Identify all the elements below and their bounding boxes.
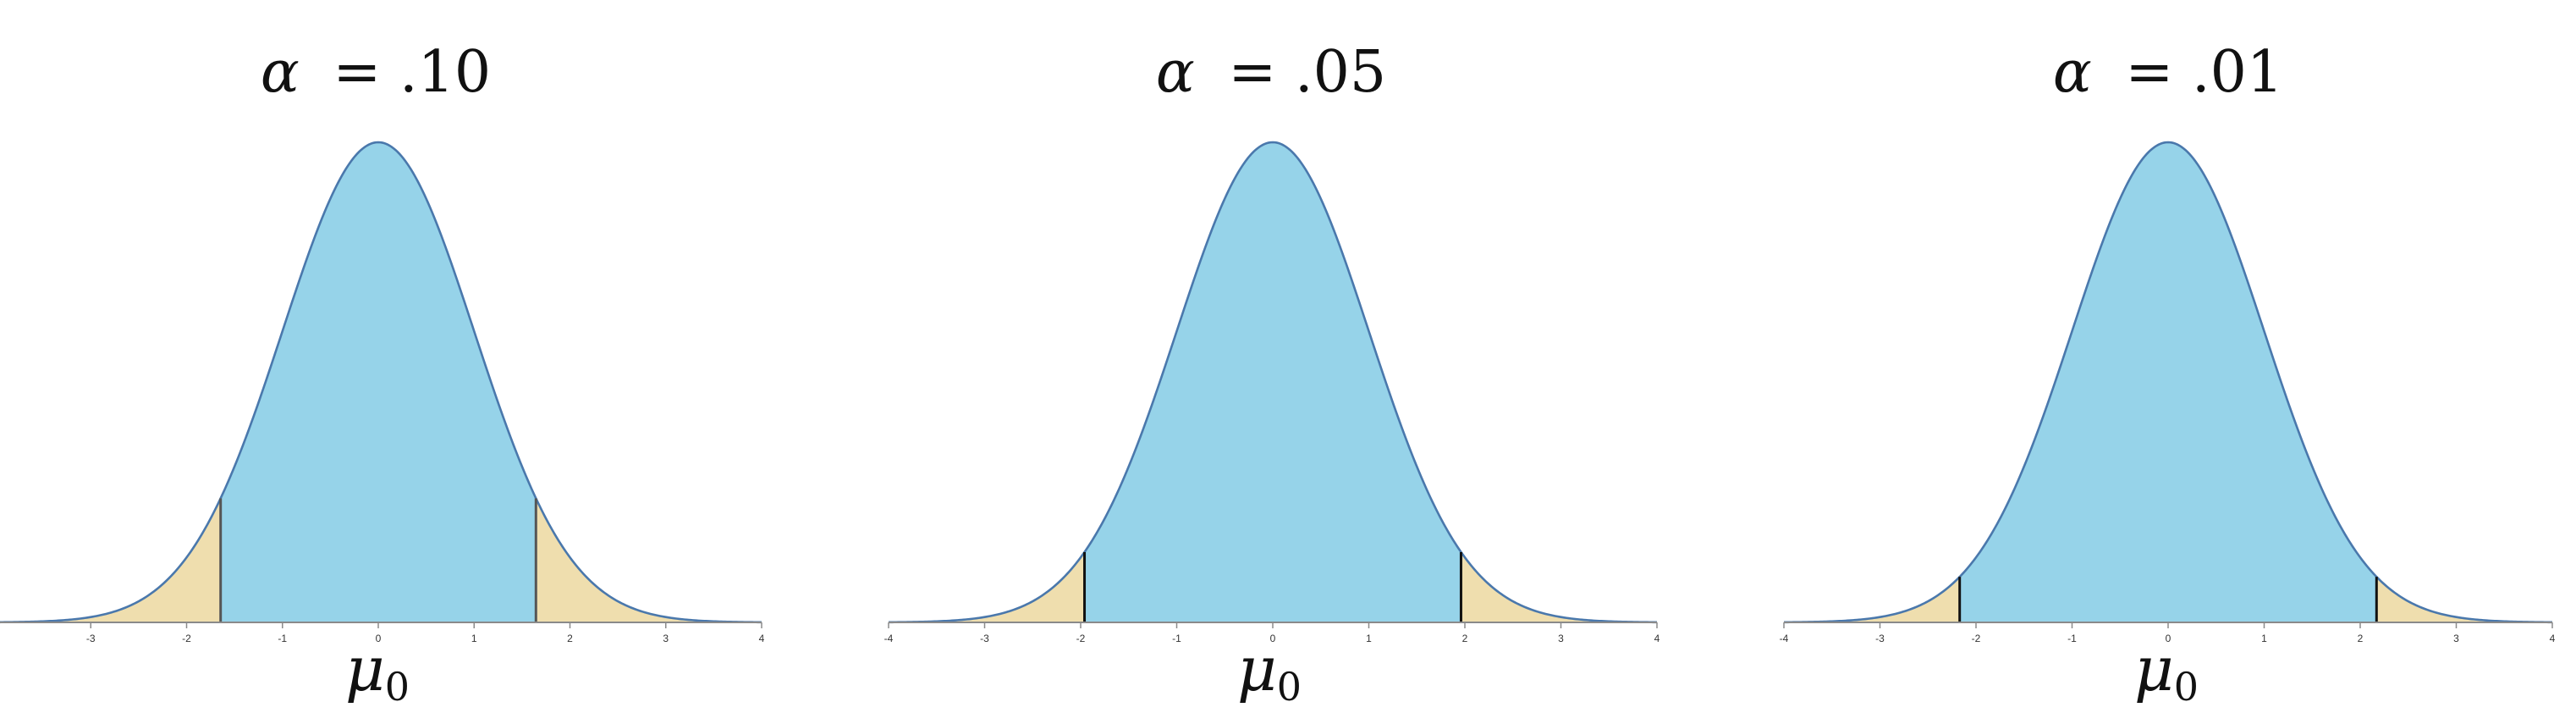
mu-subscript: 0: [385, 664, 410, 710]
alpha-symbol: α: [2053, 39, 2092, 106]
right-rejection-region: [536, 498, 762, 622]
mu-zero-label: μ0: [1237, 633, 1302, 710]
x-tick-label: 0: [2166, 633, 2171, 644]
panel-title: α = .05: [1156, 39, 1386, 106]
mu-symbol: μ: [2134, 633, 2174, 705]
density-curve: [888, 141, 1658, 624]
x-tick-label: 3: [2453, 633, 2459, 644]
x-tick-label: 4: [2550, 633, 2556, 644]
x-tick-label: -1: [278, 633, 287, 644]
x-tick-label: -2: [182, 633, 191, 644]
x-tick-label: -3: [1875, 633, 1885, 644]
x-tick-label: -1: [2067, 633, 2077, 644]
panel-title: α = .10: [261, 39, 491, 106]
x-tick-label: 2: [567, 633, 573, 644]
bell-curve-plot: -4 -3 -2 -1 0 1 2 3 4: [1780, 141, 2556, 644]
density-curve: [1783, 141, 2553, 624]
mu-subscript: 0: [2174, 664, 2199, 710]
x-tick-label: 2: [1462, 633, 1468, 644]
x-tick-label: -3: [980, 633, 989, 644]
x-tick-label: 0: [376, 633, 382, 644]
bell-curve-plot: -4 -3 -2 -1 0 1 2 3 4: [884, 141, 1660, 644]
density-curve: [0, 141, 762, 624]
panel-title: α = .01: [2053, 39, 2283, 106]
alpha-symbol: α: [1156, 39, 1195, 106]
x-tick-label: 4: [759, 633, 765, 644]
x-tick-label: 1: [1366, 633, 1372, 644]
left-rejection-region: [0, 498, 221, 622]
alpha-value: = .10: [333, 39, 491, 106]
x-tick-label: 2: [2358, 633, 2364, 644]
alpha-value: = .01: [2125, 39, 2283, 106]
x-tick-label: -4: [1780, 633, 1789, 644]
acceptance-region: [1084, 142, 1461, 622]
x-tick-label: -1: [1172, 633, 1181, 644]
x-tick-label: -2: [1972, 633, 1981, 644]
left-rejection-region: [1784, 577, 1960, 622]
right-rejection-region: [2376, 577, 2552, 622]
bell-curve-plot: -3 -2 -1 0 1 2 3 4: [0, 141, 765, 644]
mu-zero-label: μ0: [2134, 633, 2199, 710]
panel-alpha-10: α = .10 -3 -2 -1 0 1 2 3 4 μ0: [0, 39, 765, 710]
x-tick-label: 3: [1558, 633, 1564, 644]
x-tick-label: -3: [86, 633, 96, 644]
mu-zero-label: μ0: [345, 633, 410, 710]
mu-symbol: μ: [1237, 633, 1277, 705]
right-rejection-region: [1461, 551, 1657, 622]
acceptance-region: [1959, 142, 2377, 622]
panel-alpha-05: α = .05 -4 -3 -2 -1 0 1 2 3 4 μ0: [884, 39, 1660, 710]
mu-subscript: 0: [1277, 664, 1302, 710]
x-tick-label: 3: [663, 633, 669, 644]
alpha-symbol: α: [261, 39, 300, 106]
x-tick-label: -4: [884, 633, 894, 644]
mu-symbol: μ: [345, 633, 385, 705]
alpha-value: = .05: [1228, 39, 1386, 106]
x-tick-label: -2: [1076, 633, 1086, 644]
x-tick-label: 1: [471, 633, 477, 644]
x-tick-label: 1: [2261, 633, 2267, 644]
acceptance-region: [220, 142, 537, 622]
x-tick-label: 4: [1654, 633, 1660, 644]
left-rejection-region: [889, 551, 1085, 622]
panel-alpha-01: α = .01 -4 -3 -2 -1 0 1 2 3 4 μ0: [1780, 39, 2556, 710]
x-tick-label: 0: [1270, 633, 1276, 644]
